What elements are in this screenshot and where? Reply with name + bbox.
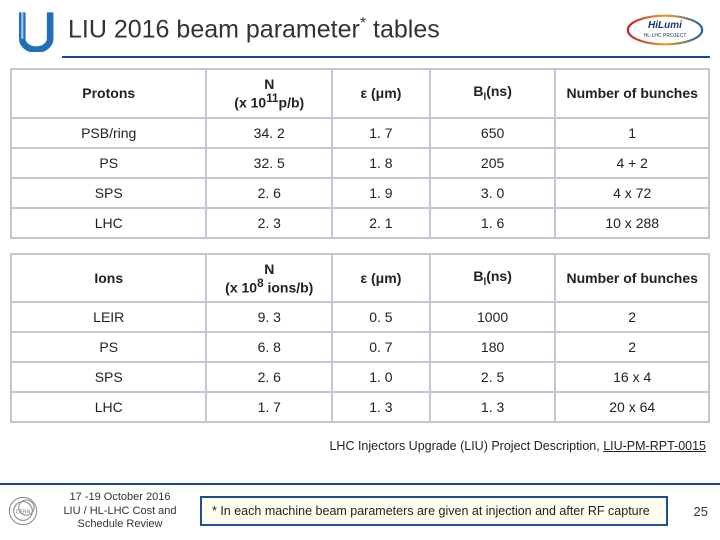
cell: 2. 6 (206, 178, 332, 208)
cell: 2 (555, 302, 709, 332)
cell: 20 x 64 (555, 392, 709, 422)
cell: 2 (555, 332, 709, 362)
cell: 3. 0 (430, 178, 556, 208)
col-header: Number of bunches (555, 254, 709, 303)
ions-body: LEIR9. 30. 510002PS6. 80. 71802SPS2. 61.… (11, 302, 709, 422)
reference-text: LHC Injectors Upgrade (LIU) Project Desc… (329, 439, 603, 453)
table-row: LHC2. 32. 11. 610 x 288 (11, 208, 709, 238)
cell: LEIR (11, 302, 206, 332)
col-header: Ions (11, 254, 206, 303)
footer-date: 17 -19 October 2016 LIU / HL-LHC Cost an… (50, 491, 190, 532)
title-divider (62, 56, 710, 58)
cell: 180 (430, 332, 556, 362)
cell: 650 (430, 118, 556, 148)
cell: 2. 6 (206, 362, 332, 392)
cell: SPS (11, 362, 206, 392)
col-header: ε (μm) (332, 254, 430, 303)
cell: PS (11, 332, 206, 362)
cell: 4 x 72 (555, 178, 709, 208)
cell: LHC (11, 208, 206, 238)
cell: PSB/ring (11, 118, 206, 148)
cell: LHC (11, 392, 206, 422)
tables-area: Protons N (x 1011p/b) ε (μm) Bl(ns) Numb… (0, 68, 720, 423)
cell: PS (11, 148, 206, 178)
col-header: ε (μm) (332, 69, 430, 118)
cell: 1. 3 (430, 392, 556, 422)
liu-logo (12, 8, 56, 52)
table-row: PSB/ring34. 21. 76501 (11, 118, 709, 148)
reference-link[interactable]: LIU-PM-RPT-0015 (603, 439, 706, 453)
cell: 2. 5 (430, 362, 556, 392)
cell: 0. 7 (332, 332, 430, 362)
cell: 0. 5 (332, 302, 430, 332)
reference-line: LHC Injectors Upgrade (LIU) Project Desc… (0, 437, 720, 459)
cell: 4 + 2 (555, 148, 709, 178)
cell: 1 (555, 118, 709, 148)
cell: 205 (430, 148, 556, 178)
table-row: SPS2. 61. 93. 04 x 72 (11, 178, 709, 208)
hilumi-logo: HiLumi HL-LHC PROJECT (622, 10, 708, 50)
table-header-row: Ions N (x 108 ions/b) ε (μm) Bl(ns) Numb… (11, 254, 709, 303)
cell: 9. 3 (206, 302, 332, 332)
cell: 1000 (430, 302, 556, 332)
table-row: LHC1. 71. 31. 320 x 64 (11, 392, 709, 422)
table-row: LEIR9. 30. 510002 (11, 302, 709, 332)
cell: 1. 7 (332, 118, 430, 148)
cell: 32. 5 (206, 148, 332, 178)
title-pre: LIU 2016 beam parameter (68, 16, 360, 44)
cell: 6. 8 (206, 332, 332, 362)
title-post: tables (366, 16, 440, 44)
col-header: Protons (11, 69, 206, 118)
svg-text:CERN: CERN (16, 510, 31, 516)
table-row: PS32. 51. 82054 + 2 (11, 148, 709, 178)
cell: SPS (11, 178, 206, 208)
cell: 1. 8 (332, 148, 430, 178)
cell: 1. 6 (430, 208, 556, 238)
col-header: Bl(ns) (430, 254, 556, 303)
table-row: PS6. 80. 71802 (11, 332, 709, 362)
page-title: LIU 2016 beam parameter* tables (64, 15, 614, 44)
cell: 34. 2 (206, 118, 332, 148)
col-header: Bl(ns) (430, 69, 556, 118)
cell: 1. 0 (332, 362, 430, 392)
cell: 1. 9 (332, 178, 430, 208)
cell: 2. 3 (206, 208, 332, 238)
cell: 1. 7 (206, 392, 332, 422)
col-header: Number of bunches (555, 69, 709, 118)
cell: 10 x 288 (555, 208, 709, 238)
protons-table: Protons N (x 1011p/b) ε (μm) Bl(ns) Numb… (10, 68, 710, 239)
table-header-row: Protons N (x 1011p/b) ε (μm) Bl(ns) Numb… (11, 69, 709, 118)
svg-text:HiLumi: HiLumi (648, 20, 682, 31)
svg-text:HL-LHC PROJECT: HL-LHC PROJECT (644, 33, 687, 39)
table-row: SPS2. 61. 02. 516 x 4 (11, 362, 709, 392)
page-number: 25 (678, 504, 708, 519)
header: LIU 2016 beam parameter* tables HiLumi H… (0, 0, 720, 56)
cell: 2. 1 (332, 208, 430, 238)
col-header: N (x 108 ions/b) (206, 254, 332, 303)
footer: CERN 17 -19 October 2016 LIU / HL-LHC Co… (0, 483, 720, 540)
col-header: N (x 1011p/b) (206, 69, 332, 118)
cell: 16 x 4 (555, 362, 709, 392)
footnote-box: * In each machine beam parameters are gi… (200, 496, 668, 526)
protons-body: PSB/ring34. 21. 76501PS32. 51. 82054 + 2… (11, 118, 709, 238)
cell: 1. 3 (332, 392, 430, 422)
cern-logo: CERN (6, 494, 40, 528)
ions-table: Ions N (x 108 ions/b) ε (μm) Bl(ns) Numb… (10, 253, 710, 424)
